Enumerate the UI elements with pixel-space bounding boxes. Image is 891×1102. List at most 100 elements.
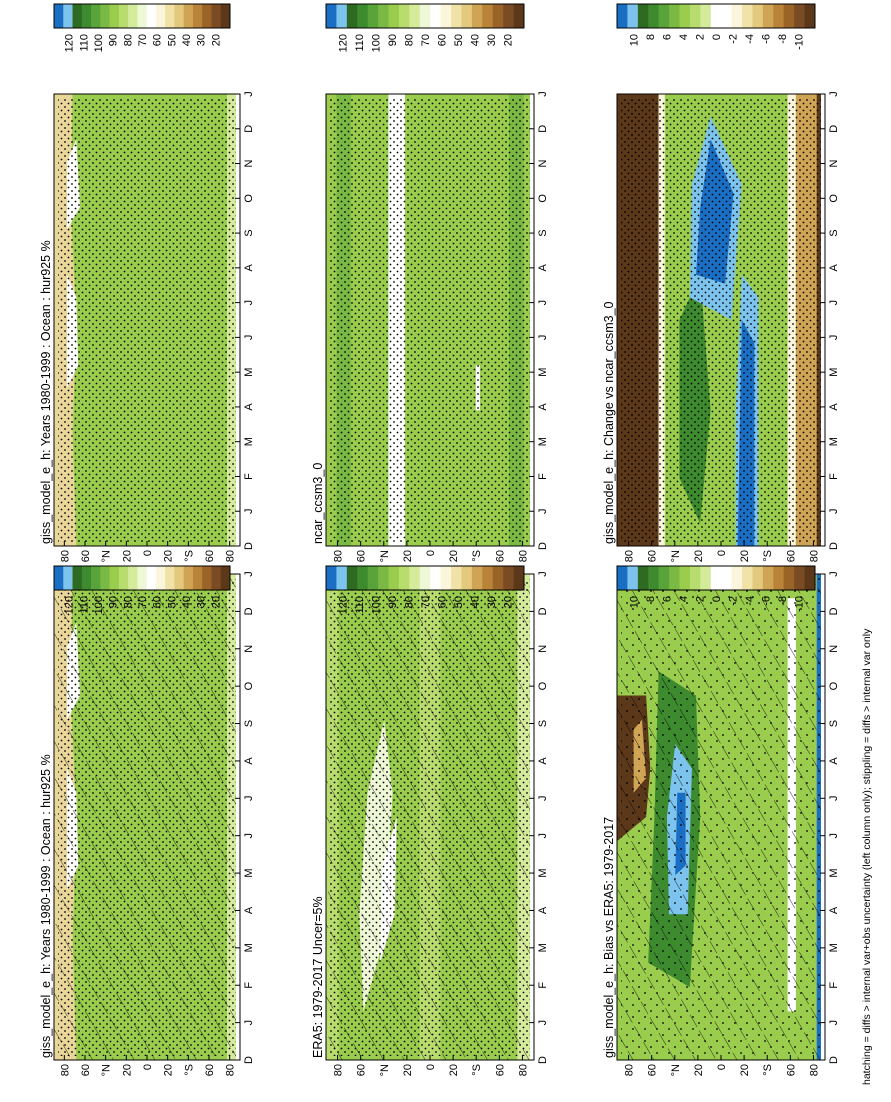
colorbar-label: 4 [678,34,690,40]
colorbar: 120 110 100 90 80 70 60 50 40 30 20 [325,565,525,614]
colorbar-swatch [669,566,680,590]
colorbar-swatch [220,566,231,590]
colorbar-frame [616,565,816,591]
month-tick-label: A [828,403,840,411]
colorbar-swatch [804,566,816,590]
colorbar-swatch [430,566,442,590]
lat-tick-label: 80 [808,1064,820,1076]
month-tick-label: M [828,437,840,446]
colorbar-frame [53,3,231,29]
colorbar-label: -6 [761,34,773,44]
month-tick-label: O [828,681,840,690]
month-tick-label: J [243,300,255,306]
month-tick-label: J [537,335,549,341]
colorbar-label: 6 [662,596,674,602]
month-tick-label: D [828,542,840,550]
colorbar-swatch [721,4,733,28]
colorbar-swatch [627,566,639,590]
colorbar-frame [53,565,231,591]
colorbar-swatch [637,566,649,590]
colorbar-label: -8 [777,596,789,606]
colorbar-swatch [471,4,483,28]
colorbar-label: -2 [728,34,740,44]
colorbar-swatch [54,566,64,590]
month-tick-label: A [537,757,549,765]
colorbar-swatch [378,4,389,28]
colorbar-swatch [492,4,504,28]
lat-tick-label: 80 [333,550,345,562]
month-tick-label: J [828,335,840,341]
lat-tick-label: 80 [333,1064,345,1076]
colorbar-swatch [81,566,92,590]
month-tick-label: D [828,607,840,615]
colorbar-swatch [731,566,743,590]
month-tick-label: M [537,368,549,377]
colorbar-swatch [146,566,157,590]
lat-tick-label: 60 [204,1064,216,1076]
colorbar-swatch [482,4,494,28]
month-tick-label: J [243,571,255,577]
colorbar-swatch [378,566,389,590]
colorbar-swatch [336,566,348,590]
lat-tick-label: °S [183,1064,195,1076]
lat-tick-label: 60 [785,1064,797,1076]
month-tick-label: J [828,1020,840,1026]
colorbar-swatch [710,4,722,28]
lat-tick-label: 80 [624,1064,636,1076]
colorbar-label: 60 [437,596,449,608]
panel-title: giss_model_e_h: Change vs ncar_ccsm3_0 [602,301,616,544]
colorbar-label: 90 [387,34,399,46]
colorbar-label: 100 [93,34,105,52]
lat-tick-label: 0 [142,550,154,556]
colorbar-label: 10 [629,34,641,46]
month-tick-label: A [828,264,840,272]
month-tick-label: N [537,160,549,168]
month-tick-label: A [243,757,255,765]
colorbar-label: 20 [210,34,222,46]
lat-tick-label: °N [379,1064,391,1076]
colorbar-swatch [192,4,203,28]
colorbar-swatch [773,4,785,28]
colorbar-swatch [679,4,691,28]
colorbar-swatch [174,4,185,28]
panel-title: ncar_ccsm3_0 [311,463,325,544]
colorbar-label: 70 [420,596,432,608]
figure-footnote: hatching = diffs > internal var+obs unce… [861,628,873,1085]
plot-margin [236,94,240,546]
stippling-overlay [330,98,530,542]
month-tick-label: J [537,508,549,514]
colorbar-swatch [419,4,431,28]
colorbar-label: 90 [387,596,399,608]
colorbar-swatch [731,4,743,28]
month-tick-label: O [828,194,840,203]
colorbar-label: 80 [404,596,416,608]
month-tick-label: M [243,368,255,377]
lat-tick-label: 0 [716,550,728,556]
colorbar-swatch [648,566,660,590]
colorbar-swatch [398,4,410,28]
month-tick-label: A [537,403,549,411]
colorbar-label: 110 [78,34,90,52]
month-tick-label: J [243,796,255,802]
colorbar-swatch [752,566,764,590]
lat-tick-label: 80 [225,1064,237,1076]
month-tick-label: J [537,833,549,839]
month-tick-label: J [243,91,255,97]
colorbar-label: 50 [453,596,465,608]
month-tick-label: S [828,720,840,727]
month-tick-label: M [537,437,549,446]
colorbar-swatch [183,4,194,28]
month-tick-label: J [828,796,840,802]
month-tick-label: J [537,91,549,97]
colorbar-label: 100 [371,596,383,614]
colorbar-swatch [118,4,129,28]
colorbar-swatch [91,566,101,590]
plot-margin [821,94,825,546]
colorbar-swatch [165,566,175,590]
colorbar-swatch [398,566,410,590]
month-tick-label: D [537,607,549,615]
month-tick-label: J [828,833,840,839]
colorbar-swatch [700,566,712,590]
colorbar-label: 40 [470,596,482,608]
